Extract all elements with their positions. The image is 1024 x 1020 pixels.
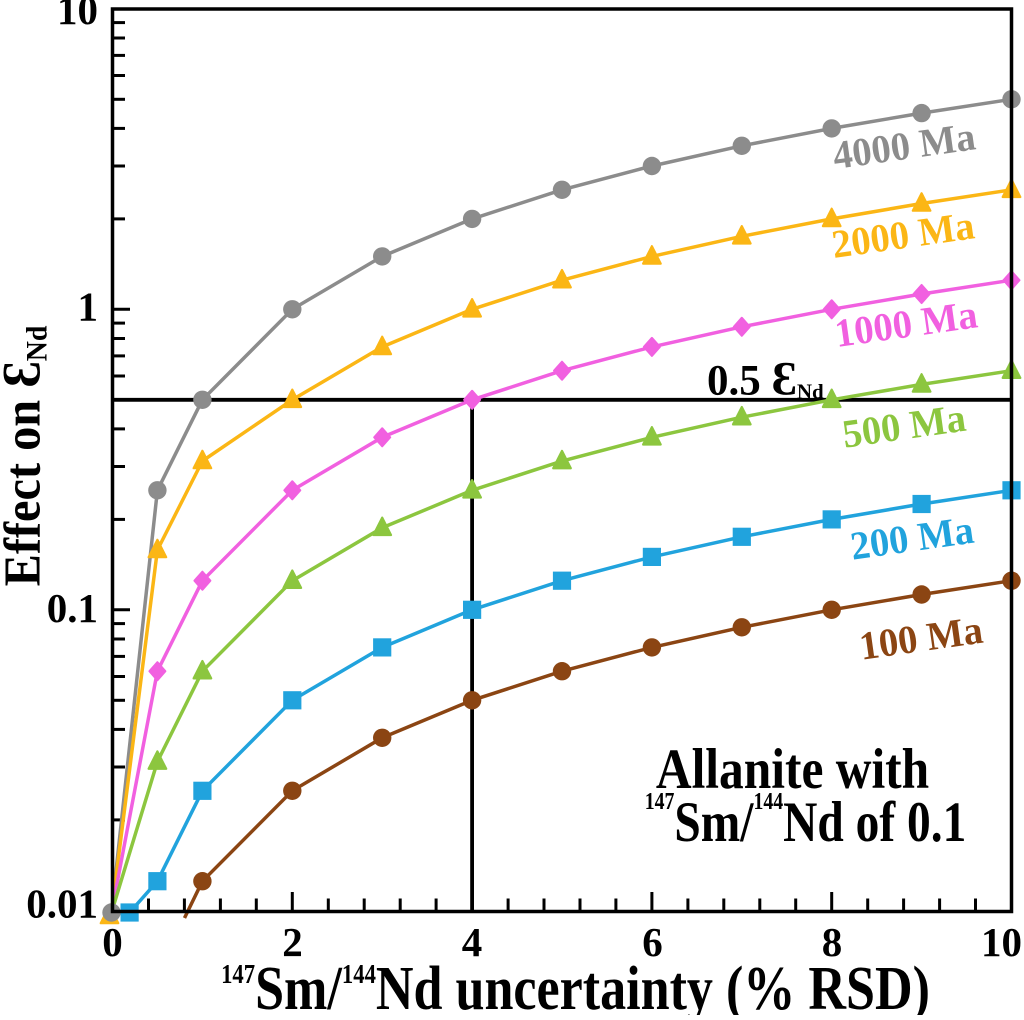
svg-text:1: 1 bbox=[78, 284, 99, 330]
svg-text:Allanite with: Allanite with bbox=[656, 737, 929, 801]
svg-text:0: 0 bbox=[102, 919, 123, 965]
svg-text:10: 10 bbox=[57, 0, 98, 33]
svg-text:8: 8 bbox=[822, 919, 843, 965]
svg-text:147Sm/144Nd of 0.1: 147Sm/144Nd of 0.1 bbox=[645, 787, 967, 854]
svg-text:10: 10 bbox=[981, 919, 1022, 965]
svg-text:Effect on ƐNd: Effect on ƐNd bbox=[0, 326, 54, 587]
svg-text:0.01: 0.01 bbox=[26, 881, 98, 927]
svg-text:6: 6 bbox=[642, 919, 663, 965]
svg-text:0.1: 0.1 bbox=[47, 585, 98, 631]
svg-text:4: 4 bbox=[462, 919, 483, 965]
svg-text:147Sm/144Nd uncertainty (% RSD: 147Sm/144Nd uncertainty (% RSD) bbox=[221, 955, 930, 1015]
svg-text:2: 2 bbox=[282, 919, 303, 965]
